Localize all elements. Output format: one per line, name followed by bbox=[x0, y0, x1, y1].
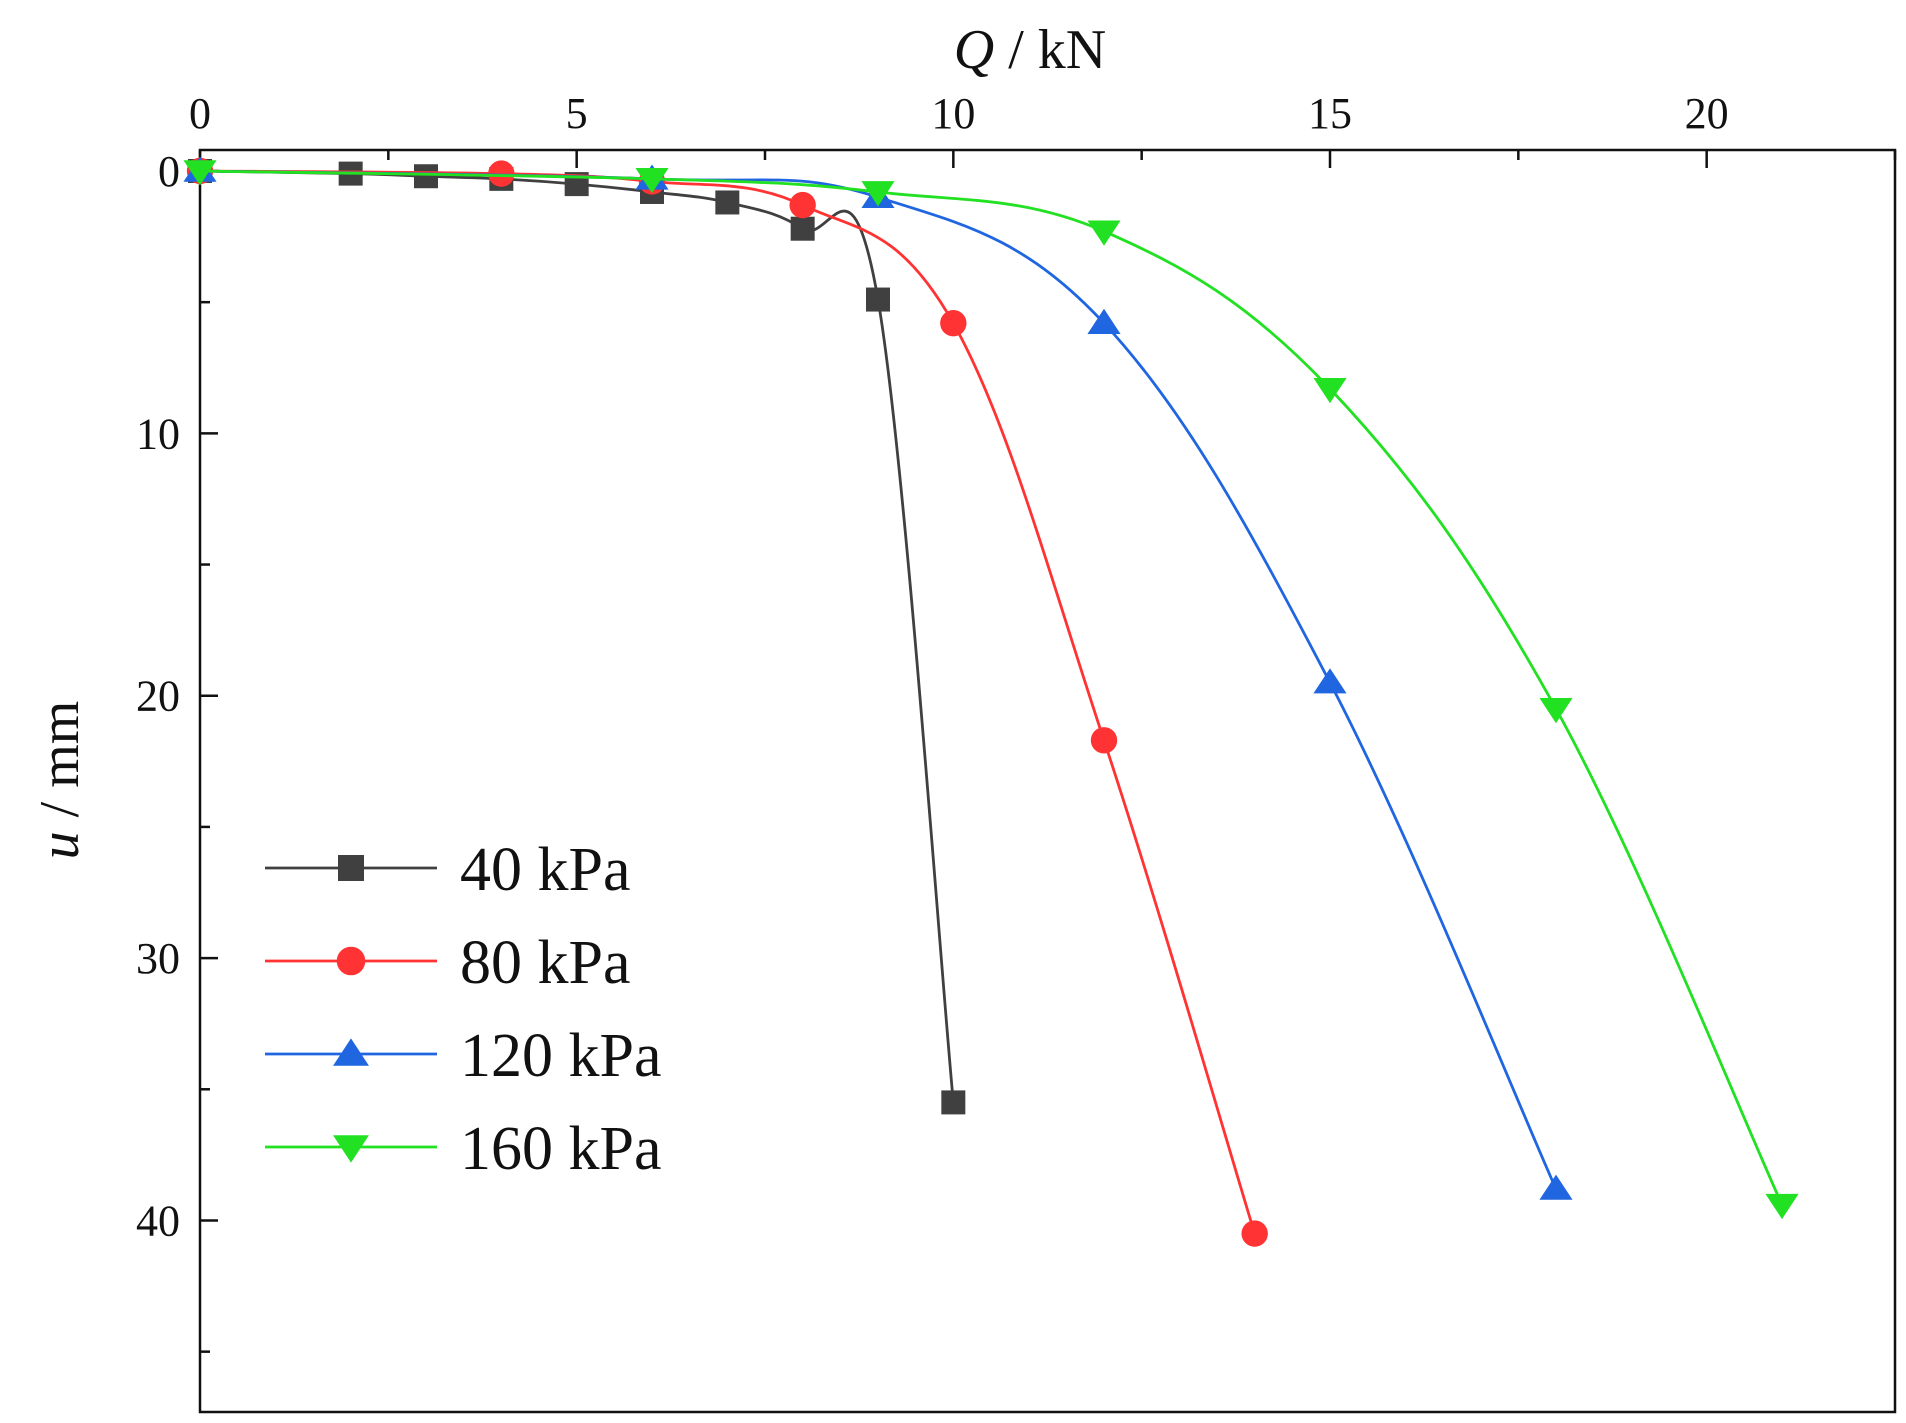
data-point bbox=[1090, 727, 1118, 754]
x-axis-unit: / kN bbox=[994, 19, 1106, 81]
series-line bbox=[199, 169, 1558, 1190]
y-axis-ticks: 0 10 20 30 40 bbox=[136, 147, 218, 1353]
x-tick-label: 15 bbox=[1308, 89, 1352, 138]
plot-frame bbox=[198, 148, 1897, 1414]
y-tick-label: 0 bbox=[158, 147, 180, 196]
series-line bbox=[199, 169, 955, 1103]
data-point bbox=[183, 160, 217, 186]
data-point bbox=[789, 191, 816, 219]
legend-item: 40 kPa bbox=[265, 836, 631, 904]
data-point bbox=[1313, 377, 1347, 404]
data-point bbox=[488, 160, 515, 187]
series-line bbox=[199, 169, 1784, 1206]
legend: 40 kPa 80 kPa 120 kPa 160 kPa bbox=[265, 836, 662, 1183]
x-tick-label: 0 bbox=[189, 89, 211, 138]
legend-marker bbox=[333, 1038, 369, 1066]
data-point bbox=[414, 164, 438, 189]
legend-marker bbox=[336, 946, 366, 976]
y-tick-label: 30 bbox=[136, 934, 180, 983]
data-point bbox=[1765, 1193, 1799, 1220]
legend-label: 120 kPa bbox=[460, 1022, 662, 1090]
data-point bbox=[1539, 698, 1573, 724]
y-tick-label: 10 bbox=[136, 409, 180, 458]
data-point bbox=[861, 181, 895, 207]
y-axis-unit: / mm bbox=[29, 701, 91, 832]
series-3 bbox=[183, 160, 1799, 1220]
x-tick-label: 20 bbox=[1685, 89, 1729, 138]
legend-label: 160 kPa bbox=[460, 1115, 662, 1183]
legend-label: 80 kPa bbox=[460, 929, 631, 997]
data-point bbox=[790, 216, 815, 241]
y-tick-label: 20 bbox=[136, 672, 180, 721]
x-axis-ticks: 0 5 10 15 20 bbox=[189, 89, 1897, 168]
data-point bbox=[635, 168, 669, 194]
legend-marker bbox=[333, 1135, 369, 1163]
data-point bbox=[1539, 1174, 1573, 1200]
legend-label: 40 kPa bbox=[460, 836, 631, 904]
data-point bbox=[1313, 668, 1347, 694]
series-2 bbox=[183, 156, 1573, 1200]
data-point bbox=[1087, 220, 1121, 246]
x-tick-label: 5 bbox=[566, 89, 588, 138]
data-point bbox=[866, 287, 890, 312]
series-layer bbox=[183, 156, 1799, 1247]
data-point bbox=[715, 190, 740, 215]
y-tick-label: 40 bbox=[136, 1196, 180, 1245]
legend-item: 80 kPa bbox=[265, 929, 631, 997]
data-point bbox=[941, 1090, 966, 1115]
legend-item: 120 kPa bbox=[265, 1022, 662, 1090]
data-point bbox=[1241, 1220, 1268, 1247]
legend-item: 160 kPa bbox=[265, 1115, 662, 1183]
y-axis-var: u bbox=[29, 831, 91, 859]
legend-marker bbox=[338, 855, 364, 881]
x-axis-title: Q / kN bbox=[954, 19, 1106, 81]
y-axis-title: u / mm bbox=[29, 701, 91, 860]
data-point bbox=[1087, 308, 1121, 334]
x-axis-var: Q bbox=[954, 19, 994, 81]
data-point bbox=[940, 309, 967, 337]
x-tick-label: 10 bbox=[931, 89, 975, 138]
